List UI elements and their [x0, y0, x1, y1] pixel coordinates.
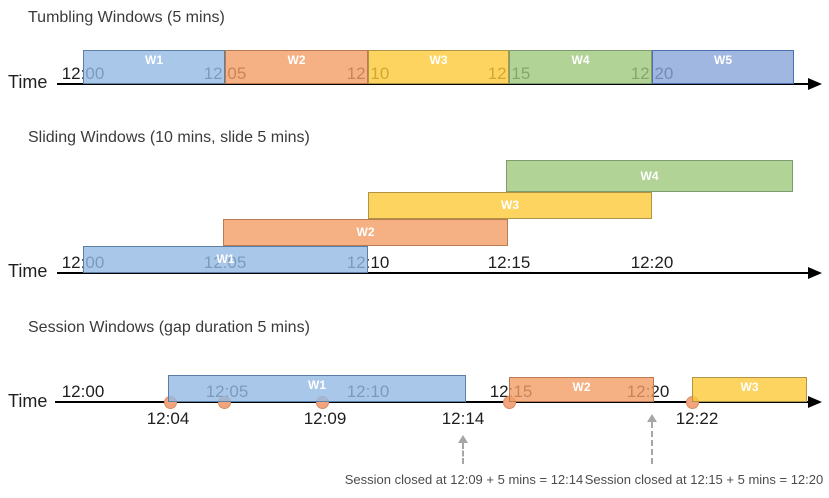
tumbling-window-w5-label: W5: [714, 53, 732, 67]
tumbling-window-w3-label: W3: [429, 53, 448, 67]
sliding-window-w4-label: W4: [640, 169, 659, 183]
session-window-w1: [168, 375, 466, 402]
tumbling-window-w1-label: W1: [145, 53, 163, 67]
session-section-title: Session Windows (gap duration 5 mins): [28, 319, 310, 336]
session-event-time-label: 12:09: [303, 409, 347, 428]
annotation-arrow-line: [651, 422, 653, 464]
session-time-tick-label: 12:00: [61, 382, 105, 401]
session-axis-arrowhead-icon: [808, 396, 822, 408]
session-event-time-label: 12:14: [441, 409, 485, 428]
sliding-window-w1: [83, 246, 368, 273]
tumbling-window-w4-label: W4: [571, 53, 590, 67]
session-window-w2: [509, 377, 654, 402]
tumbling-time-axis: [57, 83, 808, 85]
tumbling-window-w2-label: W2: [287, 53, 306, 67]
session-time-axis-label: Time: [8, 391, 48, 411]
sliding-time-axis-label: Time: [8, 261, 48, 281]
tumbling-window-w2: [225, 50, 368, 84]
sliding-time-axis: [57, 272, 808, 274]
sliding-time-tick-label: 12:20: [630, 253, 674, 272]
tumbling-time-axis-label: Time: [8, 72, 48, 92]
session-time-axis: [55, 401, 808, 403]
tumbling-section-title: Tumbling Windows (5 mins): [28, 9, 225, 26]
sliding-window-w3: [368, 192, 652, 219]
tumbling-window-w1: [83, 50, 225, 84]
sliding-window-w2-label: W2: [356, 225, 375, 239]
tumbling-window-w4: [509, 50, 652, 84]
session-window-w3-label: W3: [740, 380, 759, 394]
session-closed-annotation: Session closed at 12:15 + 5 mins = 12:20: [584, 472, 824, 487]
session-window-w3: [692, 377, 807, 402]
session-event-time-label: 12:22: [675, 409, 719, 428]
sliding-window-w3-label: W3: [501, 198, 519, 212]
sliding-window-w2: [223, 219, 508, 246]
sliding-section-title: Sliding Windows (10 mins, slide 5 mins): [28, 129, 310, 146]
sliding-window-w1-label: W1: [216, 252, 235, 266]
sliding-window-w4: [506, 160, 793, 192]
session-closed-annotation: Session closed at 12:09 + 5 mins = 12:14: [344, 472, 584, 487]
tumbling-window-w3: [368, 50, 509, 84]
session-event-time-label: 12:04: [146, 409, 190, 428]
annotation-arrow-line: [462, 443, 464, 464]
session-window-w2-label: W2: [572, 380, 591, 394]
sliding-axis-arrowhead-icon: [808, 267, 822, 279]
annotation-arrowhead-icon: [458, 435, 468, 443]
sliding-time-tick-label: 12:15: [487, 253, 531, 272]
session-window-w1-label: W1: [308, 378, 326, 392]
annotation-arrowhead-icon: [647, 414, 657, 422]
tumbling-axis-arrowhead-icon: [808, 78, 822, 90]
tumbling-window-w5: [652, 50, 794, 84]
